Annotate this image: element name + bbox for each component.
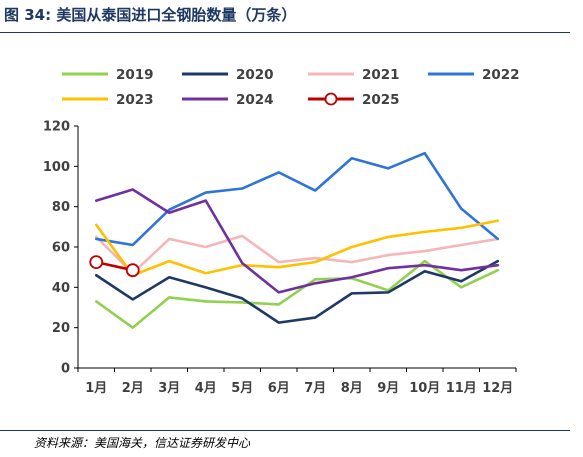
x-tick-label: 9月 bbox=[377, 381, 399, 396]
x-tick-label: 11月 bbox=[446, 381, 477, 396]
y-tick-label: 0 bbox=[61, 362, 70, 377]
legend-label-2025: 2025 bbox=[362, 92, 400, 108]
series-line-2023 bbox=[94, 219, 500, 277]
series-line-2024 bbox=[94, 188, 500, 294]
legend-marker-2025 bbox=[324, 92, 338, 106]
series-line-2019 bbox=[94, 259, 500, 329]
x-tick-label: 8月 bbox=[341, 381, 363, 396]
legend-label-2023: 2023 bbox=[116, 92, 154, 108]
y-tick-label: 100 bbox=[43, 160, 70, 175]
data-point-2025 bbox=[89, 255, 104, 270]
legend-label-2024: 2024 bbox=[236, 92, 274, 108]
series-line-2022 bbox=[94, 151, 500, 247]
y-tick-label: 60 bbox=[52, 241, 70, 256]
x-tick-label: 1月 bbox=[85, 381, 107, 396]
legend-label-2021: 2021 bbox=[362, 67, 400, 83]
x-tick-label: 12月 bbox=[482, 381, 513, 396]
y-tick-label: 20 bbox=[52, 321, 70, 336]
x-tick-label: 7月 bbox=[304, 381, 326, 396]
legend-label-2019: 2019 bbox=[116, 67, 154, 83]
y-tick-label: 120 bbox=[43, 120, 70, 135]
series-line-2021 bbox=[94, 234, 500, 275]
y-tick-label: 40 bbox=[52, 281, 70, 296]
x-tick-label: 2月 bbox=[122, 381, 144, 396]
figure-title: 图 34: 美国从泰国进口全钢胎数量（万条） bbox=[4, 6, 297, 24]
x-tick-label: 6月 bbox=[268, 381, 290, 396]
series-lines bbox=[89, 151, 500, 329]
data-point-2025 bbox=[125, 263, 140, 278]
source-note: 资料来源：美国海关，信达证券研发中心 bbox=[34, 436, 251, 450]
legend-label-2020: 2020 bbox=[236, 67, 274, 83]
x-tick-label: 5月 bbox=[231, 381, 253, 396]
x-tick-label: 4月 bbox=[195, 381, 217, 396]
x-tick-label: 10月 bbox=[409, 381, 440, 396]
legend: 2019 2020 2021 2022 2023 2024 2025 bbox=[62, 67, 520, 108]
series-line-2020 bbox=[94, 259, 500, 324]
x-tick-label: 3月 bbox=[158, 381, 180, 396]
source-divider bbox=[0, 430, 570, 431]
legend-label-2022: 2022 bbox=[482, 67, 520, 83]
axes: 0 20 40 60 80 100 120 1月 2月 3月 4月 5月 6月 7月 8月 9月 10月 11月 1… bbox=[43, 120, 517, 396]
title-underline bbox=[0, 32, 570, 33]
y-tick-label: 80 bbox=[52, 200, 70, 215]
